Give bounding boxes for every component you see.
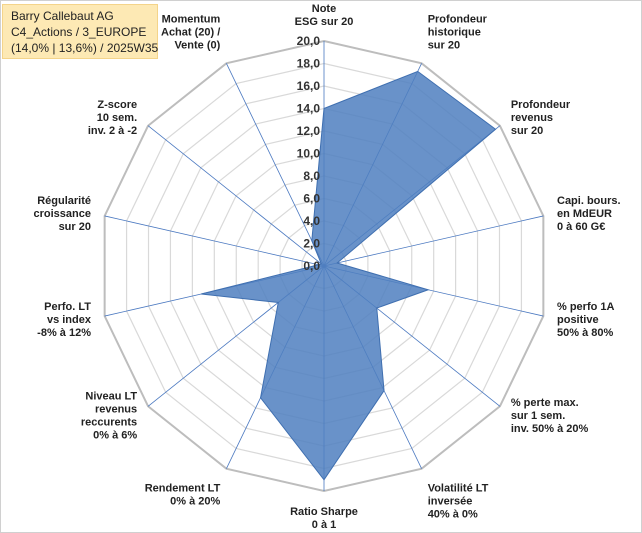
axis-label-line: revenus bbox=[95, 404, 137, 416]
tick-label: 14,0 bbox=[297, 102, 321, 116]
axis-label: Profondeur revenus sur 20 bbox=[511, 99, 571, 137]
title-line-3: (14,0% | 13,6%) / 2025W35 bbox=[11, 41, 159, 55]
title-line-2: C4_Actions / 3_EUROPE bbox=[11, 25, 147, 39]
axis-label: % perfo 1A positive 50% à 80% bbox=[557, 301, 615, 339]
tick-label: 10,0 bbox=[297, 147, 321, 161]
axis-label-line: inv. 2 à -2 bbox=[88, 125, 137, 137]
axis-spoke bbox=[147, 125, 325, 267]
axis-label-line: croissance bbox=[34, 208, 91, 220]
axis-label: Niveau LT revenus reccurents 0% à 6% bbox=[81, 391, 138, 442]
axis-label: Momentum Achat (20) / Vente (0) bbox=[161, 14, 221, 52]
axis-label-line: Rendement LT bbox=[145, 482, 221, 494]
axis-label-line: % perfo 1A bbox=[557, 301, 615, 313]
axis-label-line: Capi. bours. bbox=[557, 195, 621, 207]
tick-label: 20,0 bbox=[297, 34, 321, 48]
tick-label: 0,0 bbox=[303, 259, 320, 273]
axis-label-line: Momentum bbox=[162, 14, 221, 26]
axis-label: Régularité croissance sur 20 bbox=[34, 195, 91, 233]
axis-label-line: Ratio Sharpe bbox=[290, 506, 358, 518]
axis-label-line: Volatilité LT bbox=[428, 482, 489, 494]
axis-label-line: 0% à 6% bbox=[93, 430, 137, 442]
tick-label: 4,0 bbox=[303, 214, 320, 228]
axis-label-line: 10 sem. bbox=[97, 112, 137, 124]
axis-label-line: Note bbox=[312, 3, 336, 15]
axis-label: Z-score 10 sem. inv. 2 à -2 bbox=[88, 99, 137, 137]
axis-label: Volatilité LT inversée 40% à 0% bbox=[428, 482, 489, 520]
tick-label: 6,0 bbox=[303, 192, 320, 206]
axis-label: Profondeur historique sur 20 bbox=[428, 14, 488, 52]
axis-label-line: revenus bbox=[511, 112, 553, 124]
axis-label-line: Z-score bbox=[97, 99, 137, 111]
axis-label-line: en MdEUR bbox=[557, 208, 612, 220]
axis-label-line: 0% à 20% bbox=[170, 495, 220, 507]
axis-label: Perfo. LT vs index -8% à 12% bbox=[37, 301, 92, 339]
axis-label-line: inversée bbox=[428, 495, 473, 507]
tick-label: 18,0 bbox=[297, 57, 321, 71]
axis-label-line: Profondeur bbox=[428, 14, 488, 26]
axis-label: Capi. bours. en MdEUR 0 à 60 G€ bbox=[557, 195, 621, 233]
axis-label-line: vs index bbox=[47, 314, 92, 326]
axis-label-line: 0 à 60 G€ bbox=[557, 221, 605, 233]
axis-label-line: reccurents bbox=[81, 417, 137, 429]
axis-label-line: ESG sur 20 bbox=[295, 16, 354, 28]
series-area bbox=[201, 70, 497, 481]
axis-label-line: positive bbox=[557, 314, 599, 326]
axis-spoke bbox=[323, 215, 544, 267]
axis-label-line: historique bbox=[428, 27, 481, 39]
tick-label: 12,0 bbox=[297, 124, 321, 138]
axis-label: Note ESG sur 20 bbox=[295, 3, 354, 28]
axis-label-line: 0 à 1 bbox=[312, 519, 336, 531]
tick-label: 16,0 bbox=[297, 79, 321, 93]
title-line-1: Barry Callebaut AG bbox=[11, 9, 114, 23]
axis-label: Rendement LT 0% à 20% bbox=[145, 482, 221, 507]
axis-label-line: Achat (20) / bbox=[161, 27, 220, 39]
axis-spoke bbox=[104, 215, 325, 267]
axis-label-line: Régularité bbox=[37, 195, 91, 207]
axis-label-line: 50% à 80% bbox=[557, 327, 613, 339]
axis-label-line: sur 20 bbox=[511, 125, 543, 137]
axis-label: Ratio Sharpe 0 à 1 bbox=[290, 506, 358, 531]
axis-label-line: % perte max. bbox=[511, 397, 579, 409]
axis-label-line: -8% à 12% bbox=[37, 327, 91, 339]
axis-label-line: Perfo. LT bbox=[44, 301, 91, 313]
axis-label-line: 40% à 0% bbox=[428, 508, 478, 520]
axis-label: % perte max. sur 1 sem. inv. 50% à 20% bbox=[511, 397, 589, 435]
axis-label-line: sur 20 bbox=[59, 221, 91, 233]
tick-label: 2,0 bbox=[303, 237, 320, 251]
axis-label-line: sur 1 sem. bbox=[511, 410, 565, 422]
axis-spoke bbox=[226, 63, 325, 267]
axis-label-line: Profondeur bbox=[511, 99, 571, 111]
axis-label-line: sur 20 bbox=[428, 40, 460, 52]
axis-label-line: Vente (0) bbox=[174, 40, 220, 52]
axis-label-line: Niveau LT bbox=[85, 391, 137, 403]
axis-label-line: inv. 50% à 20% bbox=[511, 423, 589, 435]
chart-title-box: Barry Callebaut AG C4_Actions / 3_EUROPE… bbox=[2, 4, 158, 59]
tick-label: 8,0 bbox=[303, 169, 320, 183]
